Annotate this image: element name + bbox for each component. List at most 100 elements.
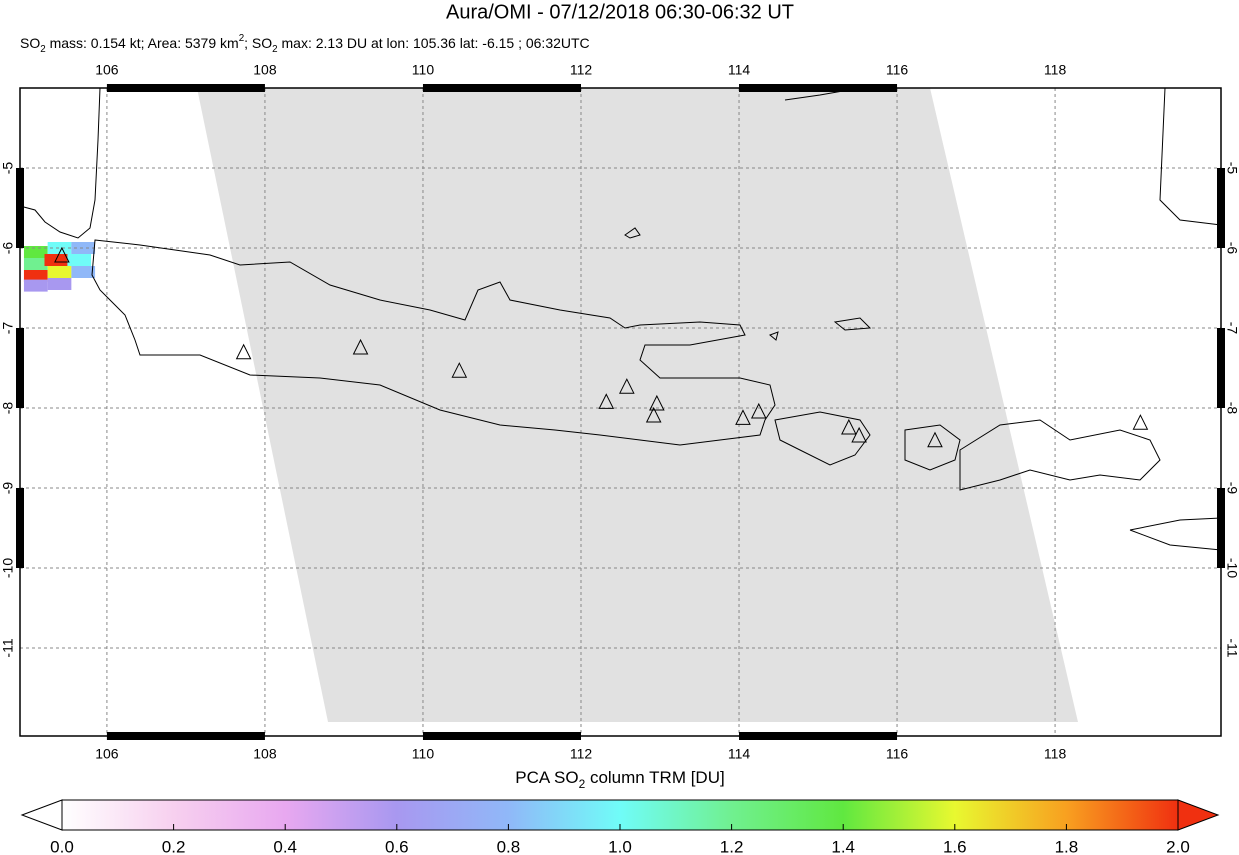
axis-band xyxy=(106,84,265,92)
colorbar-tick-label: 0.8 xyxy=(497,837,521,855)
axis-band xyxy=(739,84,898,92)
so2-cell xyxy=(23,279,48,292)
axis-band xyxy=(422,84,581,92)
volcano-marker xyxy=(735,409,751,425)
volcano-marker xyxy=(649,394,665,411)
y-tick-label: -6 xyxy=(0,242,16,255)
coastline xyxy=(904,424,961,471)
colorbar-tick-label: 0.2 xyxy=(162,837,186,855)
y-tick-label: -8 xyxy=(1224,402,1239,415)
x-tick-label: 116 xyxy=(886,746,909,762)
so2-cell xyxy=(67,254,92,266)
y-tick-label: -6 xyxy=(1224,242,1239,255)
y-tick-label: -10 xyxy=(0,558,16,578)
x-tick-label: 112 xyxy=(570,746,593,762)
coastline xyxy=(774,411,871,466)
axis-band xyxy=(739,732,898,740)
volcano-marker xyxy=(841,418,857,435)
axis-band xyxy=(1217,488,1225,568)
x-tick-label: 106 xyxy=(95,62,119,78)
plot-frame xyxy=(19,87,1222,737)
x-tick-label: 114 xyxy=(728,746,751,762)
axis-band xyxy=(1217,328,1225,408)
x-tick-label: 108 xyxy=(253,62,277,78)
so2-cell xyxy=(47,242,72,254)
text-part: mass: 0.154 kt; Area: 5379 km xyxy=(46,35,239,51)
x-tick-label: 106 xyxy=(95,746,119,762)
coastline xyxy=(19,87,101,239)
colorbar-over-arrow xyxy=(1177,799,1220,831)
text-part: 2 xyxy=(239,33,244,44)
colorbar-under-arrow xyxy=(20,799,63,831)
colorbar-tick-label: 1.4 xyxy=(831,837,855,855)
text-part: 2 xyxy=(40,44,45,55)
axis-band xyxy=(16,488,24,568)
y-tick-label: -5 xyxy=(0,162,16,175)
volcano-marker xyxy=(927,431,943,448)
y-tick-label: -11 xyxy=(1224,638,1239,657)
coastlines xyxy=(19,87,1222,551)
subtitle: SO2 mass: 0.154 kt; Area: 5379 km2; SO2 … xyxy=(20,33,590,55)
colorbar-tick-label: 2.0 xyxy=(1166,837,1190,855)
volcano-marker xyxy=(352,338,369,355)
x-tick-label: 108 xyxy=(253,746,277,762)
volcano-marker xyxy=(54,246,70,263)
text-part: max: 2.13 DU at lon: 105.36 lat: -6.15 ;… xyxy=(278,35,590,51)
so2-cell xyxy=(47,278,72,290)
coastline xyxy=(1129,517,1222,551)
x-tick-label: 110 xyxy=(412,62,435,78)
y-tick-label: -11 xyxy=(0,638,16,657)
volcano-marker xyxy=(451,362,468,378)
volcano-marker xyxy=(598,393,615,409)
so2-cell xyxy=(71,242,96,254)
so2-cell xyxy=(47,266,72,278)
coastline xyxy=(624,227,872,341)
text-part: 2 xyxy=(579,777,586,791)
y-tick-label: -5 xyxy=(1224,162,1239,175)
colorbar-tick-label: 1.8 xyxy=(1055,837,1079,855)
y-tick-label: -8 xyxy=(0,402,16,415)
y-tick-label: -7 xyxy=(1224,322,1239,335)
volcano-marker xyxy=(750,402,767,419)
volcano-marker xyxy=(851,426,867,443)
text-part: ; SO xyxy=(244,35,272,51)
colorbar-tick-label: 1.2 xyxy=(720,837,744,855)
text-part: PCA SO xyxy=(515,768,578,787)
x-tick-label: 118 xyxy=(1044,746,1067,762)
volcano-marker xyxy=(619,378,635,394)
so2-cell xyxy=(71,266,96,278)
y-tick-label: -9 xyxy=(0,482,16,495)
so2-cell xyxy=(23,246,48,258)
axis-band xyxy=(422,732,581,740)
colorbar-tick-label: 1.0 xyxy=(608,837,632,855)
colorbar-label: PCA SO2 column TRM [DU] xyxy=(515,768,724,791)
colorbar-tick-label: 1.6 xyxy=(943,837,967,855)
volcano-marker xyxy=(645,406,662,423)
so2-cell xyxy=(23,270,48,282)
axis-band xyxy=(16,328,24,408)
x-tick-label: 112 xyxy=(570,62,593,78)
colorbar-tick-label: 0.4 xyxy=(273,837,297,855)
y-tick-label: -10 xyxy=(1224,558,1239,578)
title: Aura/OMI - 07/12/2018 06:30-06:32 UT xyxy=(446,1,794,23)
colorbar-tick-label: 0.6 xyxy=(385,837,409,855)
volcano-marker xyxy=(235,343,252,360)
x-tick-label: 116 xyxy=(886,62,909,78)
so2-cell xyxy=(23,258,48,270)
x-tick-label: 118 xyxy=(1044,62,1067,78)
colorbar-tick-label: 0.0 xyxy=(50,837,74,855)
volcano-marker xyxy=(1132,414,1149,430)
text-part: SO xyxy=(20,35,40,51)
y-tick-label: -7 xyxy=(0,322,16,335)
x-tick-label: 110 xyxy=(412,746,435,762)
coastline xyxy=(959,419,1161,491)
text-part: column TRM [DU] xyxy=(585,768,725,787)
text-part: 2 xyxy=(272,44,277,55)
axis-band xyxy=(106,732,265,740)
x-tick-label: 114 xyxy=(728,62,751,78)
no-data-swath xyxy=(197,88,1078,722)
y-tick-label: -9 xyxy=(1224,482,1239,495)
axis-band xyxy=(16,168,24,248)
coastline xyxy=(91,239,776,446)
